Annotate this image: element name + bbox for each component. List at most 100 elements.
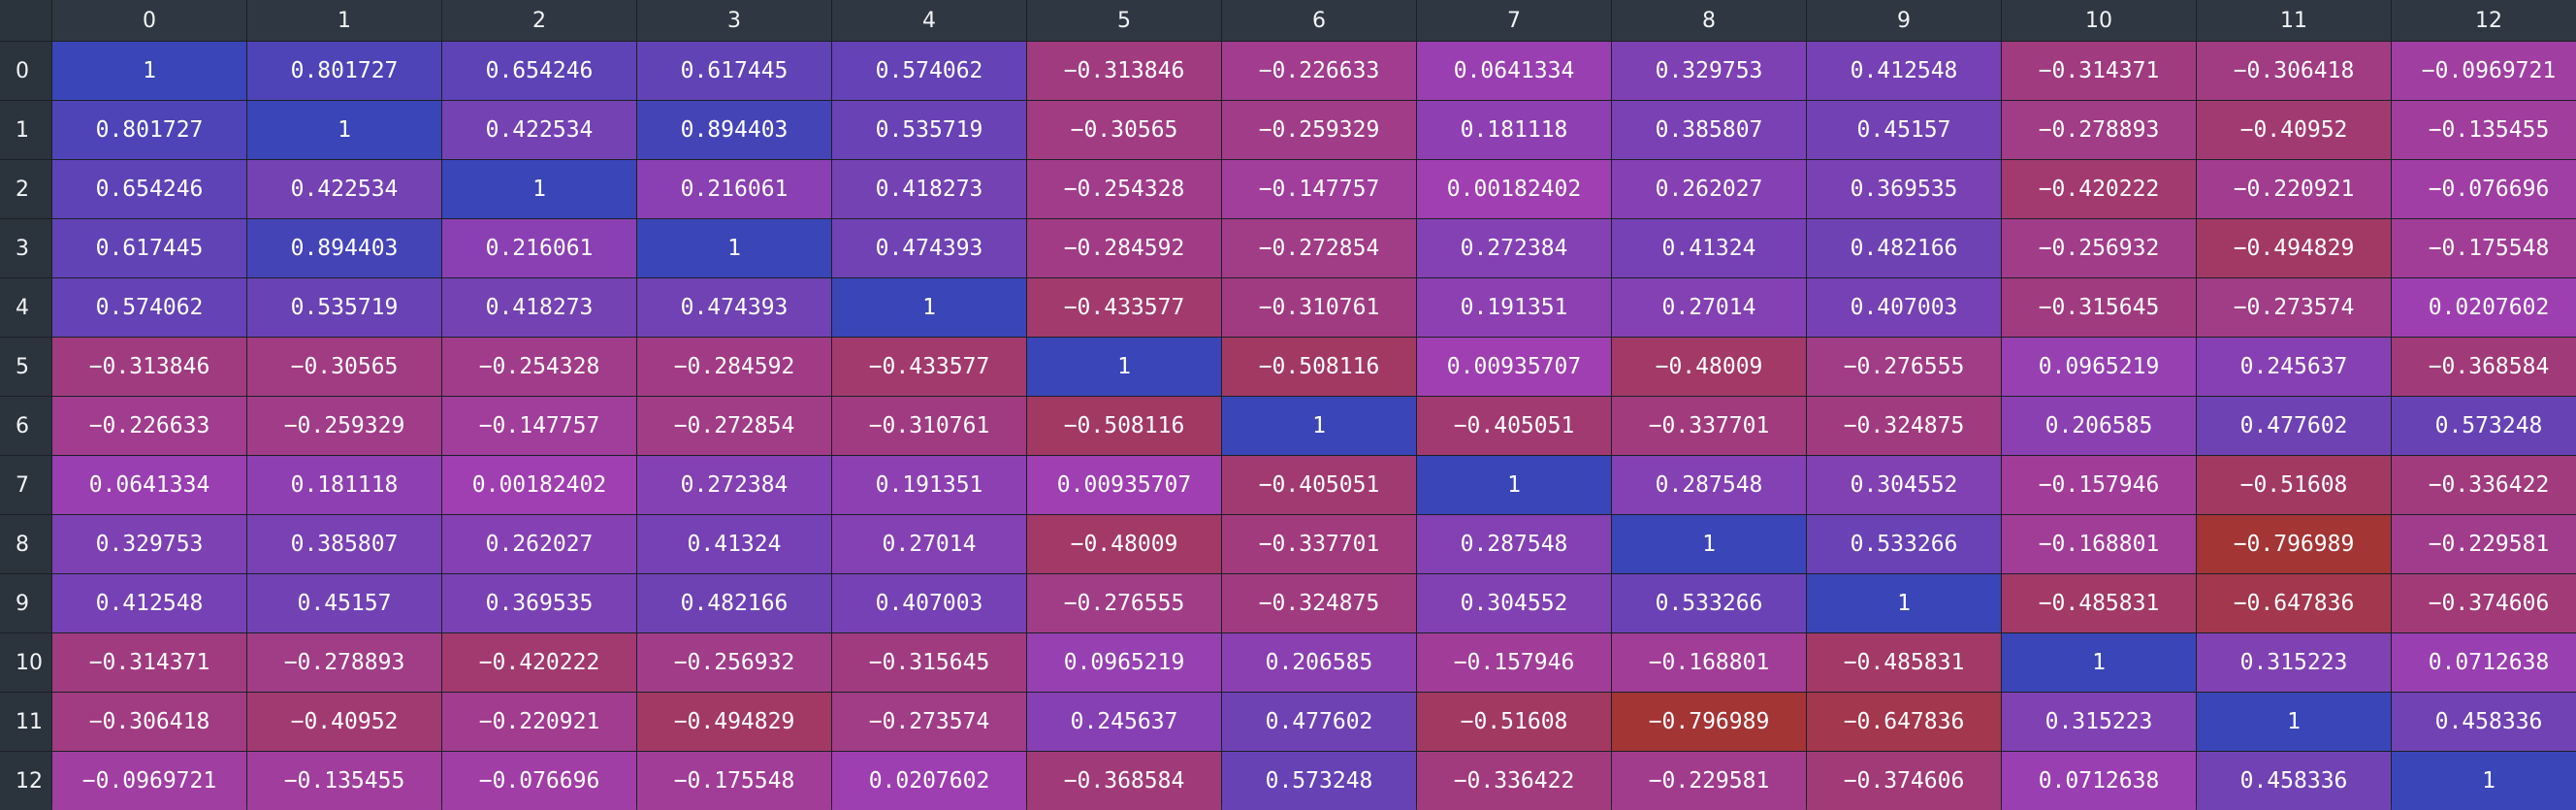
column-header[interactable]: 9 — [1807, 0, 2001, 41]
column-header[interactable]: 7 — [1417, 0, 1611, 41]
heatmap-cell: −0.135455 — [2392, 101, 2576, 159]
heatmap-cell: 0.617445 — [52, 219, 246, 277]
heatmap-cell: 0.329753 — [52, 515, 246, 573]
heatmap-cell: 0.27014 — [1612, 278, 1806, 337]
heatmap-cell: 1 — [1027, 338, 1221, 396]
heatmap-cell: 0.801727 — [52, 101, 246, 159]
heatmap-cell: −0.420222 — [442, 633, 636, 692]
heatmap-cell: 0.574062 — [52, 278, 246, 337]
heatmap-cell: −0.276555 — [1027, 574, 1221, 632]
heatmap-cell: −0.51608 — [2197, 456, 2391, 514]
heatmap-cell: −0.157946 — [2002, 456, 2196, 514]
heatmap-cell: 0.385807 — [247, 515, 441, 573]
row-header[interactable]: 11 — [0, 693, 51, 751]
heatmap-cell: −0.256932 — [2002, 219, 2196, 277]
heatmap-cell: 0.41324 — [1612, 219, 1806, 277]
heatmap-cell: −0.40952 — [247, 693, 441, 751]
row-header[interactable]: 3 — [0, 219, 51, 277]
column-header[interactable]: 12 — [2392, 0, 2576, 41]
heatmap-cell: −0.336422 — [2392, 456, 2576, 514]
row-header[interactable]: 10 — [0, 633, 51, 692]
heatmap-cell: 0.0207602 — [832, 752, 1026, 810]
column-header[interactable]: 6 — [1222, 0, 1416, 41]
heatmap-cell: 0.41324 — [637, 515, 831, 573]
heatmap-cell: 0.0712638 — [2392, 633, 2576, 692]
heatmap-cell: −0.168801 — [2002, 515, 2196, 573]
heatmap-cell: 0.00182402 — [442, 456, 636, 514]
heatmap-cell: 0.458336 — [2197, 752, 2391, 810]
heatmap-cell: 0.206585 — [2002, 397, 2196, 455]
heatmap-cell: −0.647836 — [1807, 693, 2001, 751]
heatmap-cell: −0.273574 — [832, 693, 1026, 751]
heatmap-cell: −0.433577 — [1027, 278, 1221, 337]
heatmap-cell: −0.076696 — [2392, 160, 2576, 218]
heatmap-cell: 0.482166 — [637, 574, 831, 632]
heatmap-cell: −0.508116 — [1222, 338, 1416, 396]
heatmap-cell: −0.272854 — [637, 397, 831, 455]
column-header[interactable]: 1 — [247, 0, 441, 41]
heatmap-cell: −0.272854 — [1222, 219, 1416, 277]
heatmap-cell: 0.422534 — [442, 101, 636, 159]
heatmap-cell: 0.245637 — [1027, 693, 1221, 751]
row-header[interactable]: 0 — [0, 42, 51, 100]
row-header[interactable]: 9 — [0, 574, 51, 632]
heatmap-cell: 0.418273 — [442, 278, 636, 337]
row-header[interactable]: 5 — [0, 338, 51, 396]
heatmap-cell: 0.458336 — [2392, 693, 2576, 751]
heatmap-cell: 0.00935707 — [1417, 338, 1611, 396]
heatmap-cell: 0.0965219 — [1027, 633, 1221, 692]
heatmap-cell: −0.508116 — [1027, 397, 1221, 455]
heatmap-cell: −0.220921 — [442, 693, 636, 751]
heatmap-cell: −0.276555 — [1807, 338, 2001, 396]
heatmap-cell: 1 — [442, 160, 636, 218]
heatmap-cell: −0.30565 — [247, 338, 441, 396]
heatmap-cell: 1 — [2002, 633, 2196, 692]
heatmap-cell: −0.0969721 — [2392, 42, 2576, 100]
heatmap-cell: 1 — [637, 219, 831, 277]
row-header[interactable]: 1 — [0, 101, 51, 159]
heatmap-cell: −0.314371 — [2002, 42, 2196, 100]
heatmap-cell: −0.647836 — [2197, 574, 2391, 632]
heatmap-cell: 0.535719 — [832, 101, 1026, 159]
heatmap-cell: −0.135455 — [247, 752, 441, 810]
heatmap-cell: 1 — [247, 101, 441, 159]
heatmap-cell: −0.48009 — [1612, 338, 1806, 396]
heatmap-cell: −0.374606 — [1807, 752, 2001, 810]
column-header[interactable]: 0 — [52, 0, 246, 41]
heatmap-cell: 0.304552 — [1807, 456, 2001, 514]
heatmap-cell: −0.273574 — [2197, 278, 2391, 337]
heatmap-cell: 0.27014 — [832, 515, 1026, 573]
row-header[interactable]: 2 — [0, 160, 51, 218]
column-header[interactable]: 5 — [1027, 0, 1221, 41]
heatmap-cell: 0.0641334 — [52, 456, 246, 514]
row-header[interactable]: 12 — [0, 752, 51, 810]
column-header[interactable]: 8 — [1612, 0, 1806, 41]
heatmap-cell: 0.407003 — [1807, 278, 2001, 337]
column-header[interactable]: 10 — [2002, 0, 2196, 41]
heatmap-cell: −0.157946 — [1417, 633, 1611, 692]
row-header[interactable]: 4 — [0, 278, 51, 337]
heatmap-cell: −0.315645 — [2002, 278, 2196, 337]
heatmap-cell: −0.076696 — [442, 752, 636, 810]
column-header[interactable]: 11 — [2197, 0, 2391, 41]
row-header[interactable]: 6 — [0, 397, 51, 455]
heatmap-cell: −0.259329 — [1222, 101, 1416, 159]
row-header[interactable]: 8 — [0, 515, 51, 573]
heatmap-cell: 0.45157 — [247, 574, 441, 632]
heatmap-cell: 1 — [1807, 574, 2001, 632]
heatmap-cell: −0.337701 — [1222, 515, 1416, 573]
column-header[interactable]: 4 — [832, 0, 1026, 41]
row-header[interactable]: 7 — [0, 456, 51, 514]
column-header[interactable]: 3 — [637, 0, 831, 41]
heatmap-cell: −0.259329 — [247, 397, 441, 455]
heatmap-cell: −0.284592 — [637, 338, 831, 396]
column-header[interactable]: 2 — [442, 0, 636, 41]
heatmap-cell: 0.894403 — [637, 101, 831, 159]
heatmap-cell: 0.00935707 — [1027, 456, 1221, 514]
heatmap-cell: −0.368584 — [2392, 338, 2576, 396]
heatmap-cell: 0.315223 — [2002, 693, 2196, 751]
heatmap-cell: 0.181118 — [247, 456, 441, 514]
heatmap-cell: −0.485831 — [1807, 633, 2001, 692]
heatmap-cell: −0.278893 — [2002, 101, 2196, 159]
